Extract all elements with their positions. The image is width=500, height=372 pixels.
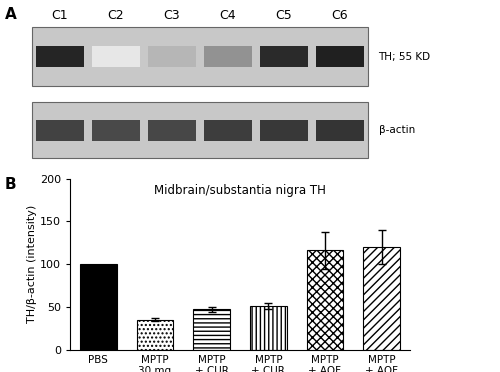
Bar <box>204 119 252 141</box>
Bar <box>32 27 368 86</box>
Bar <box>193 310 230 350</box>
Bar <box>316 119 364 141</box>
Bar <box>250 306 287 350</box>
Bar <box>148 46 196 67</box>
Text: C2: C2 <box>108 9 124 22</box>
Bar <box>204 46 252 67</box>
Bar <box>36 119 84 141</box>
Bar <box>80 264 117 350</box>
Bar <box>136 320 173 350</box>
Bar <box>92 119 140 141</box>
Text: C4: C4 <box>220 9 236 22</box>
Text: Midbrain/substantia nigra TH: Midbrain/substantia nigra TH <box>154 184 326 197</box>
Text: A: A <box>5 7 17 22</box>
Text: B: B <box>5 177 16 192</box>
Y-axis label: TH/β-actin (intensity): TH/β-actin (intensity) <box>27 205 37 323</box>
Text: C3: C3 <box>164 9 180 22</box>
Bar <box>363 247 400 350</box>
Text: β-actin: β-actin <box>378 125 415 135</box>
Bar <box>260 46 308 67</box>
Text: TH; 55 KD: TH; 55 KD <box>378 52 430 61</box>
Text: C6: C6 <box>332 9 348 22</box>
Bar <box>36 46 84 67</box>
Bar <box>260 119 308 141</box>
Bar <box>32 102 368 158</box>
Text: C5: C5 <box>276 9 292 22</box>
Bar <box>316 46 364 67</box>
Bar <box>306 250 344 350</box>
Bar <box>148 119 196 141</box>
Text: C1: C1 <box>52 9 68 22</box>
Bar <box>92 46 140 67</box>
